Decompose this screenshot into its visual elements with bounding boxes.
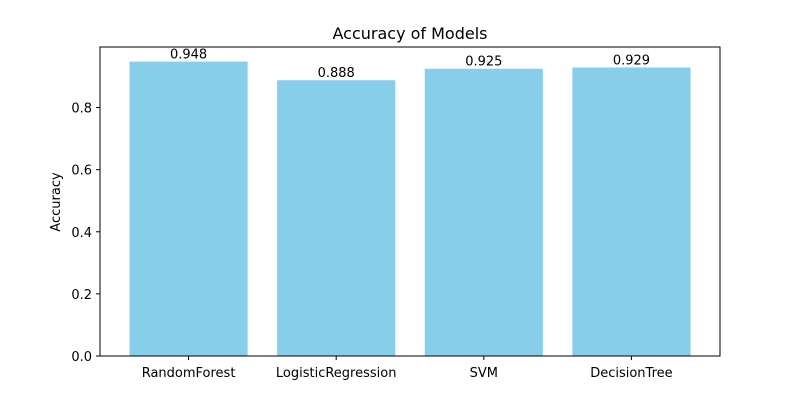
bar-RandomForest	[129, 61, 248, 357]
bar-LogisticRegression	[277, 80, 396, 356]
y-tick-label: 0.0	[71, 350, 92, 365]
bar-DecisionTree	[572, 67, 691, 356]
data-label-RandomForest: 0.948	[170, 48, 207, 63]
x-tick-label-RandomForest: RandomForest	[142, 366, 236, 381]
x-tick-label-SVM: SVM	[470, 366, 498, 381]
data-labels-layer: 0.948 0.888 0.925 0.929	[170, 48, 650, 82]
bar-SVM	[424, 68, 543, 356]
y-tick-label: 0.8	[71, 102, 92, 117]
x-tick-label-DecisionTree: DecisionTree	[590, 366, 672, 381]
data-label-LogisticRegression: 0.888	[318, 66, 355, 81]
plot-frame	[99, 46, 721, 357]
bars-layer	[129, 61, 691, 357]
y-ticks-layer: 0.0 0.2 0.4 0.6 0.8	[71, 102, 100, 365]
y-tick-label: 0.4	[71, 226, 92, 241]
chart-title: Accuracy of Models	[332, 24, 487, 43]
y-tick-label: 0.6	[71, 164, 92, 179]
data-label-DecisionTree: 0.929	[613, 53, 650, 68]
y-tick-label: 0.2	[71, 288, 92, 303]
x-tick-label-LogisticRegression: LogisticRegression	[276, 366, 397, 381]
x-ticks-layer: RandomForest LogisticRegression SVM Decisio…	[142, 356, 673, 381]
data-label-SVM: 0.925	[465, 55, 502, 70]
y-axis-label: Accuracy	[49, 172, 64, 232]
